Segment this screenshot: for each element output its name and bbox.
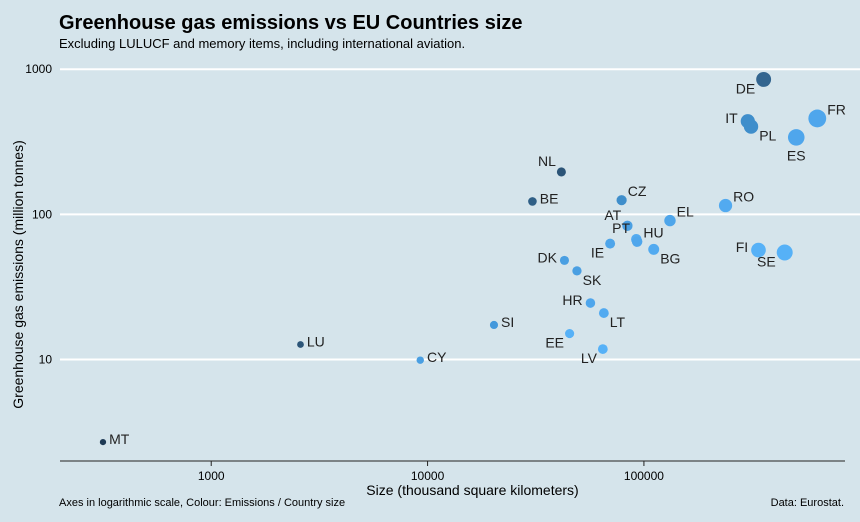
point-label-se: SE — [757, 254, 776, 270]
y-tick-label: 100 — [32, 207, 52, 221]
data-points — [99, 71, 827, 446]
point-label-el: EL — [677, 204, 694, 220]
point-label-be: BE — [540, 190, 559, 206]
point-fi — [751, 242, 766, 258]
point-lu — [297, 341, 304, 348]
point-pl — [743, 119, 759, 134]
point-label-lv: LV — [581, 350, 598, 366]
axes: 10 100 1000 1000 10000 100000 — [25, 62, 845, 483]
point-label-si: SI — [501, 314, 514, 330]
point-label-dk: DK — [537, 249, 557, 265]
point-sk — [572, 266, 582, 276]
point-label-de: DE — [736, 80, 755, 96]
point-label-it: IT — [725, 110, 738, 126]
point-label-hr: HR — [562, 292, 582, 308]
point-cy — [416, 356, 424, 364]
point-ee — [565, 328, 575, 339]
point-label-mt: MT — [109, 431, 130, 447]
point-label-lu: LU — [307, 333, 325, 349]
grid-lines — [60, 68, 860, 361]
point-si — [489, 320, 499, 330]
x-axis-label: Size (thousand square kilometers) — [366, 482, 578, 498]
x-tick-label: 100000 — [624, 469, 664, 483]
point-se — [776, 244, 793, 261]
point-at — [622, 220, 633, 231]
point-de — [756, 71, 772, 87]
point-label-cz: CZ — [628, 183, 647, 199]
point-cz — [616, 195, 627, 206]
point-hu — [631, 236, 643, 247]
point-fr — [808, 109, 827, 128]
y-tick-label: 10 — [39, 353, 53, 367]
point-nl — [556, 167, 566, 177]
y-axis-label: Greenhouse gas emissions (million tonnes… — [10, 140, 26, 408]
point-el — [664, 214, 676, 227]
point-label-ro: RO — [733, 189, 754, 205]
point-lv — [597, 344, 608, 354]
point-ro — [718, 198, 733, 213]
point-label-hu: HU — [643, 225, 663, 241]
point-label-ee: EE — [545, 335, 564, 351]
point-dk — [559, 255, 569, 265]
point-label-fi: FI — [736, 239, 748, 255]
point-label-cy: CY — [427, 349, 447, 365]
point-label-pl: PL — [759, 128, 776, 144]
point-be — [528, 197, 537, 206]
point-lt — [598, 308, 609, 318]
caption-note: Axes in logarithmic scale, Colour: Emiss… — [59, 497, 346, 509]
x-tick-label: 1000 — [198, 469, 225, 483]
y-tick-label: 1000 — [25, 62, 52, 76]
point-es — [787, 129, 805, 146]
point-bg — [648, 243, 660, 255]
point-label-sk: SK — [583, 272, 602, 288]
point-label-lt: LT — [610, 314, 626, 330]
caption-source: Data: Eurostat. — [770, 497, 844, 509]
point-label-es: ES — [787, 148, 806, 164]
point-label-ie: IE — [591, 245, 604, 261]
x-tick-label: 10000 — [411, 469, 445, 483]
point-label-nl: NL — [538, 153, 556, 169]
point-label-pt: PT — [612, 220, 630, 236]
point-label-fr: FR — [827, 101, 846, 117]
point-ie — [605, 238, 616, 249]
chart-title: Greenhouse gas emissions vs EU Countries… — [59, 12, 523, 34]
point-mt — [99, 438, 107, 446]
point-label-at: AT — [604, 207, 621, 223]
chart-subtitle: Excluding LULUCF and memory items, inclu… — [59, 36, 466, 51]
point-label-bg: BG — [660, 250, 680, 266]
point-hr — [585, 298, 596, 308]
